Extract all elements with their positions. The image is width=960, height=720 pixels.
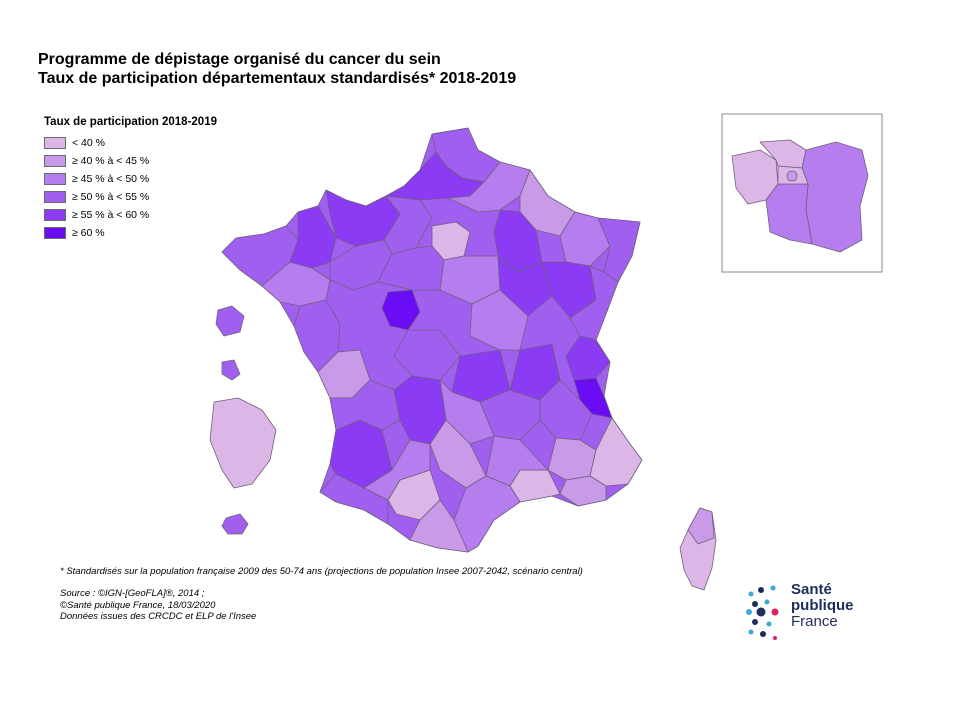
- department-region: [519, 169, 576, 237]
- department-region: [363, 439, 431, 501]
- legend-item: < 40 %: [44, 134, 217, 152]
- legend-item: ≥ 55 % à < 60 %: [44, 206, 217, 224]
- legend: Taux de participation 2018-2019 < 40 % ≥…: [44, 116, 217, 242]
- legend-item: ≥ 45 % à < 50 %: [44, 170, 217, 188]
- paris-area: [786, 170, 798, 182]
- legend-item: ≥ 50 % à < 55 %: [44, 188, 217, 206]
- legend-label: ≥ 50 % à < 55 %: [72, 191, 150, 203]
- map-title: Programme de dépistage organisé du cance…: [38, 50, 516, 88]
- legend-item: ≥ 60 %: [44, 224, 217, 242]
- source-notes: Source : ©IGN-[GeoFLA]®, 2014 ; ©Santé p…: [60, 588, 256, 623]
- legend-title: Taux de participation 2018-2019: [44, 116, 217, 128]
- footnote: * Standardisés sur la population françai…: [60, 566, 583, 577]
- overseas-territory: [221, 513, 249, 535]
- overseas-territory: [221, 359, 241, 381]
- legend-swatch: [44, 173, 66, 185]
- idf-department: [801, 141, 869, 253]
- title-line-1: Programme de dépistage organisé du cance…: [38, 51, 441, 68]
- legend-item: ≥ 40 % à < 45 %: [44, 152, 217, 170]
- legend-label: < 40 %: [72, 137, 105, 149]
- logo-line-1: Santé: [791, 581, 832, 598]
- title-line-2: Taux de participation départementaux sta…: [38, 70, 517, 87]
- logo-text: Santé publique France: [791, 582, 854, 630]
- logo-dots-icon: [746, 585, 779, 640]
- legend-label: ≥ 45 % à < 50 %: [72, 173, 150, 185]
- overseas-territory: [209, 397, 277, 489]
- overseas-territory: [215, 305, 245, 337]
- legend-swatch: [44, 155, 66, 167]
- department-region: [385, 151, 485, 201]
- legend-label: ≥ 40 % à < 45 %: [72, 155, 150, 167]
- legend-label: ≥ 55 % à < 60 %: [72, 209, 150, 221]
- sante-publique-france-logo: Santé publique France: [745, 582, 854, 642]
- logo-line-3: France: [791, 613, 838, 630]
- source-line-3: Données issues des CRCDC et ELP de l'Ins…: [60, 611, 257, 622]
- department-region: [539, 379, 593, 441]
- legend-swatch: [44, 137, 66, 149]
- legend-swatch: [44, 209, 66, 221]
- logo-line-2: publique: [791, 597, 854, 614]
- legend-swatch: [44, 227, 66, 239]
- department-region: [687, 507, 715, 545]
- source-line-1: Source : ©IGN-[GeoFLA]®, 2014 ;: [60, 588, 205, 599]
- department-region: [409, 499, 469, 553]
- department-region: [393, 375, 447, 445]
- department-region: [289, 205, 337, 269]
- legend-swatch: [44, 191, 66, 203]
- department-region: [319, 473, 389, 525]
- department-region: [469, 289, 529, 351]
- legend-label: ≥ 60 %: [72, 227, 105, 239]
- source-line-2: ©Santé publique France, 18/03/2020: [60, 599, 216, 611]
